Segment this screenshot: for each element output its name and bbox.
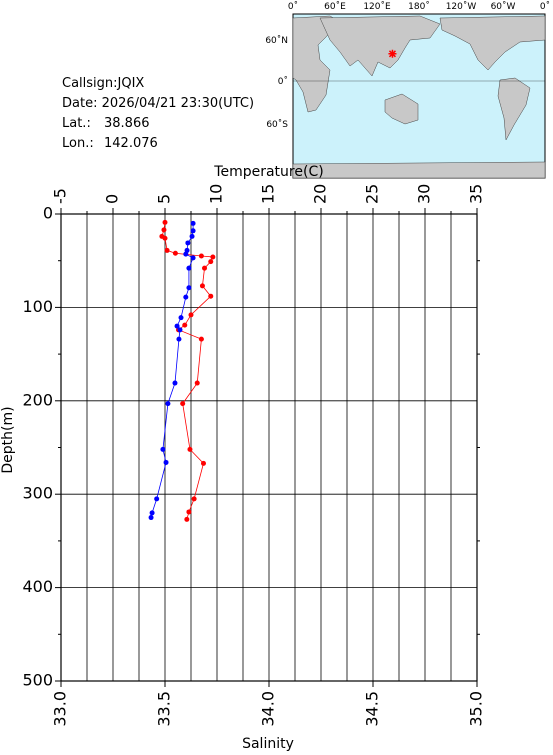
salinity-point — [177, 327, 183, 333]
map-lat-label: 0˚ — [278, 76, 288, 87]
temperature-point — [172, 250, 178, 256]
temperature-point — [208, 259, 214, 265]
salinity-point — [186, 285, 192, 291]
salinity-point — [190, 228, 196, 234]
x2-tick-label: 33.5 — [155, 691, 174, 727]
x2-tick-label: 35.0 — [467, 691, 486, 727]
salinity-point — [172, 380, 178, 386]
temperature-point — [191, 496, 197, 502]
salinity-point — [183, 251, 189, 257]
temperature-point — [182, 322, 188, 328]
salinity-point — [163, 459, 169, 465]
temperature-point — [184, 516, 190, 522]
temperature-point — [187, 446, 193, 452]
salinity-point — [176, 336, 182, 342]
station-marker — [388, 49, 397, 58]
temperature-point — [180, 401, 186, 407]
y-tick-label: 100 — [22, 297, 53, 316]
lat-label: Lat.: — [62, 116, 91, 131]
temperature-point — [161, 227, 167, 233]
x2-tick-label: 33.0 — [51, 691, 70, 727]
temperature-point — [200, 460, 206, 466]
map-lon-label: 0˚ — [288, 1, 298, 12]
map-lon-label: 60˚E — [324, 1, 346, 12]
map-lon-label: 60˚W — [491, 1, 516, 12]
y-tick-label: 300 — [22, 484, 53, 503]
x-tick-label: 25 — [363, 184, 382, 204]
map-lon-label: 120˚W — [446, 1, 477, 12]
temperature-point — [162, 235, 168, 241]
x-tick-label: 20 — [311, 184, 330, 204]
station-info: Callsign:JQIX Date: 2026/04/21 23:30(UTC… — [62, 76, 254, 151]
x-tick-label: -5 — [51, 188, 70, 204]
x-tick-label: 0 — [103, 194, 122, 204]
salinity-point — [183, 294, 189, 300]
salinity-point — [190, 255, 196, 261]
temperature-point — [198, 253, 204, 259]
salinity-point — [160, 446, 166, 452]
temperature-point — [199, 283, 205, 289]
x2-tick-label: 34.0 — [259, 691, 278, 727]
temperature-point — [208, 293, 214, 299]
y-tick-label: 0 — [43, 204, 53, 223]
temperature-point — [186, 509, 192, 515]
map — [292, 13, 546, 179]
map-lat-label: 60˚S — [266, 119, 288, 130]
x-tick-label: 30 — [415, 184, 434, 204]
salinity-point — [186, 265, 192, 271]
x2-tick-label: 34.5 — [363, 691, 382, 727]
salinity-point — [189, 233, 195, 239]
x-tick-label: 35 — [467, 184, 486, 204]
salinity-point — [178, 315, 184, 321]
temperature-point — [162, 219, 168, 225]
x-tick-label: 15 — [259, 184, 278, 204]
map-lon-label: 120˚E — [363, 1, 391, 12]
plot-frame — [60, 213, 478, 682]
x-axis-title: Temperature(C) — [213, 164, 323, 180]
map-lon-label: 180˚ — [408, 1, 430, 12]
lon: 142.076 — [104, 136, 158, 151]
map-lat-label: 60˚N — [265, 35, 288, 46]
map-land — [292, 15, 546, 179]
callsign: Callsign:JQIX — [62, 76, 144, 91]
salinity-point — [154, 496, 160, 502]
lat: 38.866 — [104, 116, 150, 131]
y-axis-title: Depth(m) — [0, 406, 16, 473]
salinity-point — [149, 510, 155, 516]
y-tick-label: 200 — [22, 390, 53, 409]
map-lon-label: 0˚ — [540, 1, 550, 12]
date: Date: 2026/04/21 23:30(UTC) — [62, 96, 254, 111]
x2-axis-title: Salinity — [242, 736, 294, 751]
temperature-point — [188, 312, 194, 318]
salinity-point — [165, 401, 171, 407]
temperature-point — [194, 380, 200, 386]
y-tick-label: 400 — [22, 577, 53, 596]
temperature-point — [164, 247, 170, 253]
salinity-point — [174, 323, 180, 329]
y-tick-label: 500 — [22, 671, 53, 690]
lon-label: Lon.: — [62, 136, 94, 151]
temperature-point — [210, 254, 216, 260]
x-tick-label: 10 — [207, 184, 226, 204]
temperature-point — [202, 265, 208, 271]
x-tick-label: 5 — [155, 194, 174, 204]
temperature-point — [198, 336, 204, 342]
salinity-point — [148, 515, 154, 521]
salinity-point — [190, 220, 196, 226]
salinity-point — [185, 240, 191, 246]
